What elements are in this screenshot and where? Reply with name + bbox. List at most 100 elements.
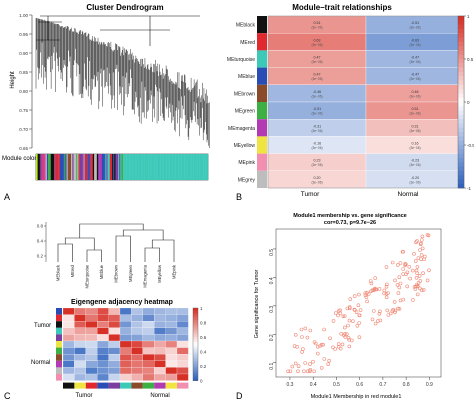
heatmap-cell-value: 0.47 xyxy=(314,73,321,77)
c-colorbar-step xyxy=(193,317,198,321)
c-row-swatch xyxy=(56,334,62,341)
adjacency-cell xyxy=(108,373,121,381)
scatter-point xyxy=(319,342,324,347)
module-color-stripe xyxy=(142,154,144,180)
adjacency-cell xyxy=(119,307,132,315)
d-xtick-label: 0.5 xyxy=(333,382,340,388)
module-color-stripe xyxy=(58,154,60,180)
adjacency-cell xyxy=(142,321,155,328)
module-color-stripe xyxy=(155,154,157,180)
module-color-stripe xyxy=(184,154,186,180)
heatmap-cell-pvalue: (3e−06) xyxy=(409,129,420,133)
c-colorbar-frame xyxy=(192,307,199,381)
heatmap-cell-value: 0.16 xyxy=(412,142,419,146)
scatter-point xyxy=(308,369,312,374)
scatter-point xyxy=(300,335,304,339)
scatter-point xyxy=(413,259,418,263)
c-colorbar-step xyxy=(193,324,198,328)
eigengene-dendrogram: 0.8 0.4 0.2 MEblack MEred MEturquoise MEblue ME… xyxy=(37,222,177,289)
scatter-point xyxy=(364,295,369,299)
scatter-point xyxy=(396,291,401,295)
module-color-stripe xyxy=(112,154,114,180)
scatter-point xyxy=(421,287,426,292)
module-color-stripe xyxy=(67,154,69,180)
adjacency-cell xyxy=(154,321,166,328)
panel-d-label: D xyxy=(236,391,243,401)
c-col-swatch xyxy=(177,382,189,389)
colorbar-step xyxy=(458,136,464,141)
scatter-point xyxy=(333,311,338,315)
adjacency-cell xyxy=(131,327,143,335)
scatter-point xyxy=(419,253,424,257)
heatmap-cell-value: 0.51 xyxy=(412,107,419,111)
module-color-stripe xyxy=(55,154,57,180)
panel-c-colorbar: 1 0.8 0.6 0.4 0.2 0 xyxy=(192,306,207,384)
scatter-point xyxy=(418,286,422,291)
colorbar-step xyxy=(458,67,464,73)
adjacency-cell xyxy=(85,340,98,348)
adjacency-cell xyxy=(154,334,166,342)
heatmap-cell-pvalue: (3e−06) xyxy=(409,43,420,47)
scatter-point xyxy=(308,328,313,333)
module-color-stripe xyxy=(66,154,68,180)
module-color-stripe xyxy=(193,154,196,180)
scatter-point xyxy=(341,314,346,319)
adjacency-cell xyxy=(154,354,166,361)
adjacency-cell xyxy=(119,373,132,381)
heatmap-cell-pvalue: (3e−06) xyxy=(311,163,322,167)
module-color-stripe xyxy=(137,154,139,180)
c-colorbar-step xyxy=(193,363,198,367)
scatter-point xyxy=(322,327,326,332)
module-color-stripe xyxy=(204,154,206,180)
scatter-point xyxy=(388,311,393,316)
colorbar-step xyxy=(458,153,464,159)
scatter-point xyxy=(408,276,412,281)
module-color-stripe xyxy=(136,154,138,180)
module-color-stripe xyxy=(168,154,170,180)
heatmap-cell-pvalue: (3e−06) xyxy=(311,43,322,47)
scatter-point xyxy=(336,344,341,349)
scatter-point xyxy=(357,292,361,297)
scatter-point xyxy=(378,309,382,314)
module-color-stripe xyxy=(72,154,74,180)
c-col-swatch xyxy=(108,382,120,389)
adjacency-cell xyxy=(131,340,143,348)
adjacency-cell xyxy=(62,307,75,315)
colorbar-step xyxy=(458,16,464,21)
module-color-stripe xyxy=(45,154,48,180)
c-col-swatch xyxy=(165,382,177,389)
adjacency-cell xyxy=(119,347,132,355)
scatter-point xyxy=(397,275,402,280)
module-color-stripe xyxy=(96,154,99,180)
scatter-point xyxy=(410,268,415,273)
scatter-point xyxy=(363,293,368,298)
colorbar-tick-label: 1 xyxy=(467,14,470,19)
scatter-point xyxy=(311,359,315,364)
colorbar-tick-label: -0.5 xyxy=(467,143,474,148)
adjacency-cell xyxy=(176,307,189,315)
module-color-stripe xyxy=(200,154,203,180)
adjacency-cell xyxy=(154,367,166,375)
module-color-stripe xyxy=(179,154,181,180)
adjacency-cell xyxy=(119,360,132,368)
module-color-stripe xyxy=(181,154,184,180)
module-color-swatch-MEred xyxy=(257,33,267,51)
c-colorbar-step xyxy=(193,366,198,369)
adjacency-cell xyxy=(62,367,75,375)
adjacency-cell xyxy=(131,321,143,328)
adjacency-cell xyxy=(108,367,121,375)
scatter-point xyxy=(315,344,320,349)
module-color-swatch-MEbrown xyxy=(257,84,267,102)
module-color-stripe xyxy=(50,154,52,180)
scatter-point xyxy=(390,260,395,265)
adjacency-cell xyxy=(142,354,155,361)
c-colorbar-tick-label: 0.4 xyxy=(200,350,207,355)
adjacency-cell xyxy=(154,314,166,322)
heatmap-cell-value: -0.31 xyxy=(313,124,321,128)
module-row-label-MEblack: MEblack xyxy=(236,23,256,29)
module-color-stripe xyxy=(186,154,188,180)
scatter-point xyxy=(352,307,357,312)
scatter-point xyxy=(358,308,363,312)
scatter-point xyxy=(326,362,331,367)
panel-c-label: C xyxy=(4,391,11,401)
